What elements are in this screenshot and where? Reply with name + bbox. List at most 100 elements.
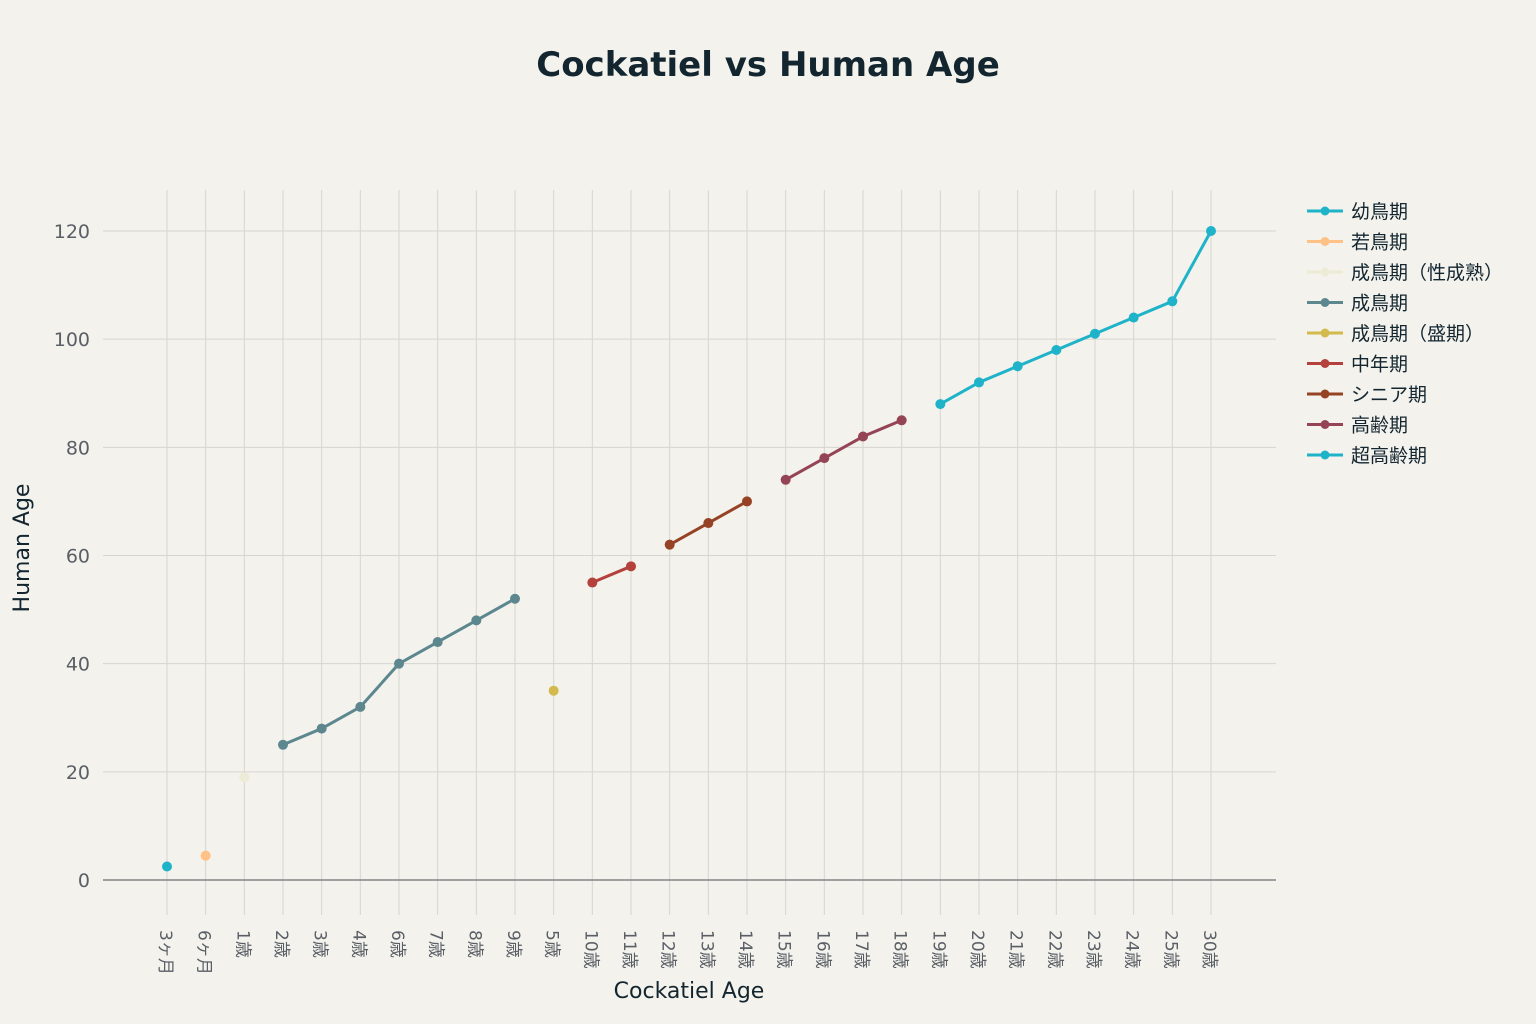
x-tick-label: 13歳 (696, 930, 716, 969)
legend-item[interactable]: 成鳥期（盛期） (1307, 323, 1484, 345)
data-point[interactable] (355, 701, 366, 712)
x-tick-label: 21歳 (1006, 930, 1026, 969)
legend-swatch-marker (1320, 237, 1330, 246)
data-point[interactable] (510, 593, 520, 604)
data-point[interactable] (703, 518, 714, 529)
x-tick-label: 7歳 (426, 930, 446, 958)
x-tick-label: 23歳 (1083, 930, 1103, 969)
legend-swatch-marker (1320, 359, 1330, 368)
x-tick-label: 8歳 (464, 930, 484, 958)
x-tick-label: 19歳 (928, 930, 948, 969)
y-tick-label: 0 (78, 870, 90, 892)
x-tick-label: 4歳 (348, 930, 368, 958)
data-point[interactable] (1128, 312, 1139, 323)
data-point[interactable] (858, 431, 868, 442)
data-point[interactable] (471, 615, 482, 626)
data-point[interactable] (1090, 328, 1100, 339)
series-3 (239, 772, 250, 783)
data-point[interactable] (200, 850, 211, 861)
legend-swatch-marker (1320, 389, 1330, 399)
data-point[interactable] (587, 577, 598, 588)
x-tick-label: 15歳 (774, 930, 794, 969)
x-tick-label: 24歳 (1122, 930, 1142, 969)
x-tick-label: 2歳 (271, 930, 291, 958)
y-tick-label: 40 (66, 654, 90, 676)
legend-item[interactable]: 超高齢期 (1307, 445, 1427, 467)
series-2 (200, 850, 211, 861)
data-point[interactable] (432, 637, 443, 648)
series-7 (664, 496, 752, 550)
series-line (784, 418, 903, 482)
x-tick-label: 22歳 (1044, 930, 1064, 969)
legend-item[interactable]: 成鳥期 (1307, 293, 1408, 315)
legend-label: 幼鳥期 (1351, 201, 1408, 223)
x-tick-label: 6ヶ月 (194, 930, 214, 975)
x-tick-label: 16歳 (812, 930, 832, 969)
series-line (939, 230, 1213, 406)
data-point[interactable] (394, 658, 404, 669)
x-tick-label: 25歳 (1160, 930, 1180, 969)
data-point[interactable] (316, 723, 327, 734)
data-point[interactable] (1012, 361, 1023, 372)
legend-item[interactable]: 中年期 (1307, 354, 1408, 376)
axes: 3ヶ月 6ヶ月 1歳 2歳 3歳 4歳 6歳 7歳 8歳 9歳 5歳 10歳 11歳 12歳 13歳 14歳 1… (54, 221, 1219, 975)
x-tick-label: 12歳 (658, 930, 678, 969)
x-tick-label: 3歳 (310, 930, 330, 958)
legend-swatch-marker (1320, 420, 1330, 429)
data-point[interactable] (742, 496, 752, 507)
grid (103, 190, 1276, 915)
data-point[interactable] (1206, 226, 1216, 236)
series-8 (780, 415, 907, 485)
x-tick-label: 1歳 (232, 930, 252, 958)
series-1 (162, 861, 172, 872)
y-tick-label: 100 (54, 329, 90, 351)
y-axis-title: Human Age (10, 484, 35, 613)
data-point[interactable] (1051, 344, 1062, 355)
legend-label: 成鳥期（盛期） (1351, 323, 1484, 345)
y-tick-label: 80 (66, 437, 90, 459)
data-point[interactable] (162, 861, 172, 872)
data-point[interactable] (974, 377, 984, 388)
data-point[interactable] (819, 453, 830, 464)
data-point[interactable] (239, 772, 250, 783)
legend-item[interactable]: シニア期 (1307, 384, 1427, 406)
y-tick-label: 20 (66, 762, 90, 784)
data-point[interactable] (896, 415, 907, 426)
legend-item[interactable]: 若鳥期 (1307, 232, 1408, 254)
x-tick-label: 9歳 (503, 930, 523, 958)
data-point[interactable] (1167, 296, 1178, 307)
legend-swatch-marker (1320, 328, 1330, 338)
x-tick-label: 20歳 (967, 930, 987, 969)
data-point[interactable] (548, 685, 559, 696)
x-tick-label: 17歳 (851, 930, 871, 969)
data-point[interactable] (626, 561, 636, 572)
series-line (591, 564, 632, 584)
series-9 (935, 226, 1216, 410)
legend-item[interactable]: 高齢期 (1307, 415, 1408, 437)
data-point[interactable] (780, 474, 791, 485)
chart-title: Cockatiel vs Human Age (536, 45, 1000, 85)
y-tick-label: 60 (66, 546, 90, 568)
legend-swatch-marker (1320, 206, 1330, 216)
series-6 (587, 561, 636, 588)
y-tick-label: 120 (54, 221, 90, 243)
legend-swatch-marker (1320, 450, 1330, 460)
legend-label: 若鳥期 (1351, 232, 1408, 254)
legend-label: 成鳥期 (1351, 293, 1408, 315)
legend-item[interactable]: 幼鳥期 (1307, 201, 1408, 223)
x-tick-label: 3ヶ月 (155, 930, 175, 975)
data-point[interactable] (278, 739, 288, 750)
x-tick-label: 18歳 (890, 930, 910, 969)
data-point[interactable] (664, 539, 675, 550)
data-point[interactable] (935, 399, 946, 410)
x-tick-label: 5歳 (542, 930, 562, 958)
x-tick-label: 30歳 (1199, 930, 1219, 969)
legend-item[interactable]: 成鳥期（性成熟） (1307, 262, 1503, 284)
legend-label: 超高齢期 (1351, 445, 1427, 467)
series-4 (278, 593, 520, 750)
series-5 (548, 685, 559, 696)
legend-label: シニア期 (1351, 384, 1427, 406)
